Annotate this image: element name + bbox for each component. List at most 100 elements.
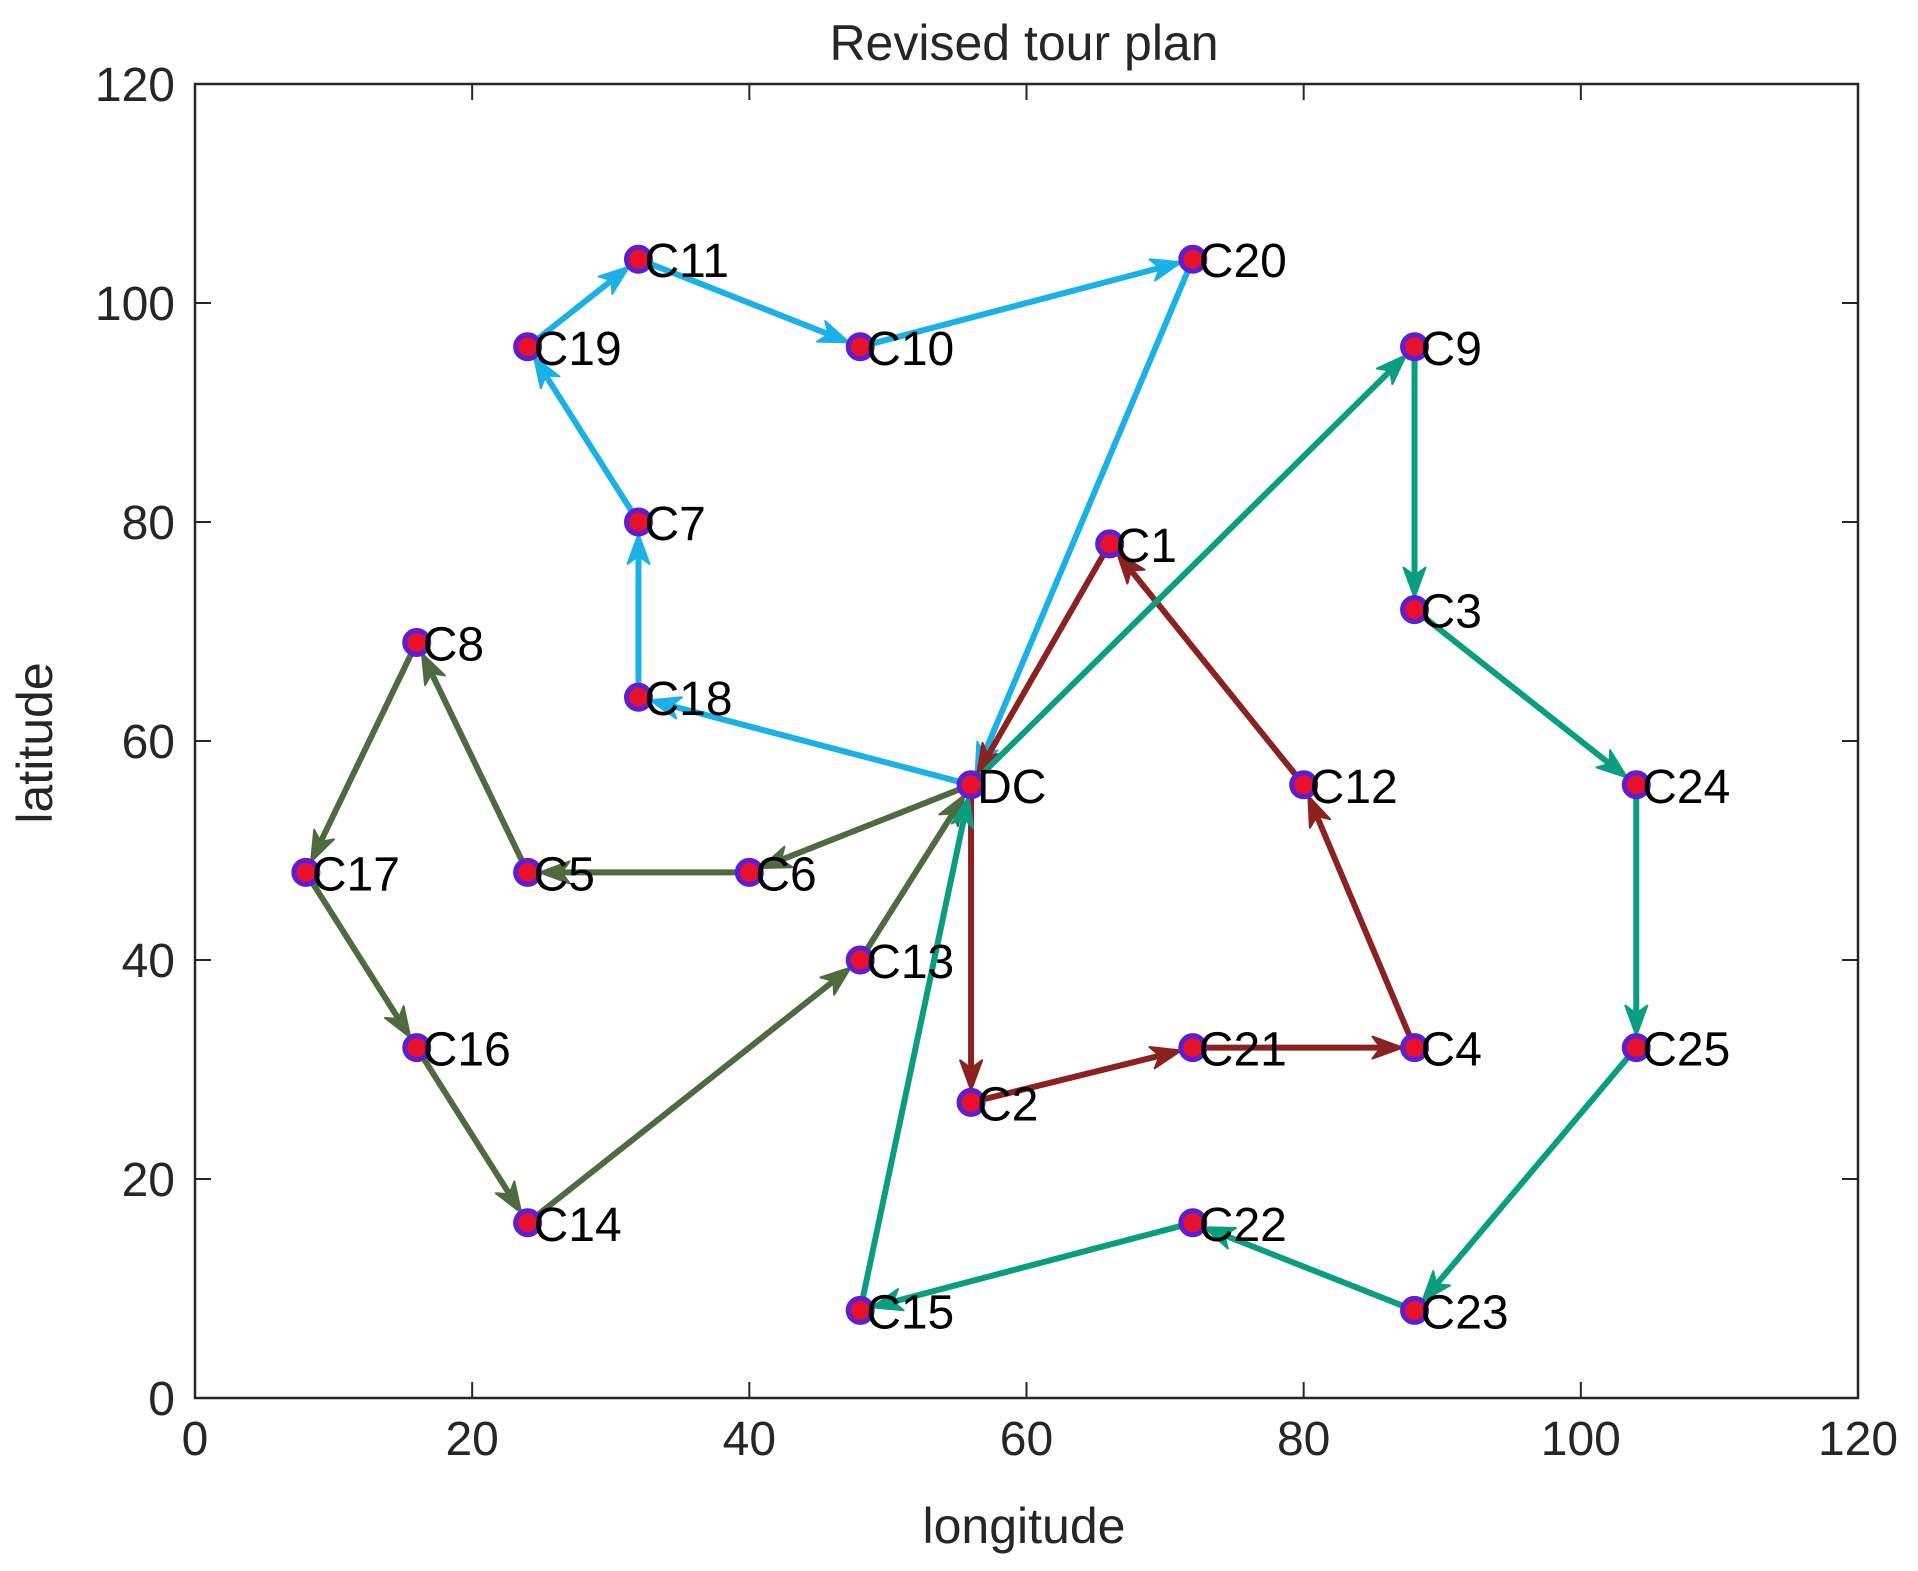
- node-marker: [734, 857, 764, 887]
- route-arrowhead: [538, 860, 571, 885]
- route-arrowhead: [626, 533, 651, 565]
- route-segment: [968, 1053, 1159, 1106]
- y-tick-label: 120: [95, 59, 175, 112]
- route-segment: [781, 781, 975, 862]
- node-marker: [1621, 1033, 1651, 1063]
- x-axis-label: longitude: [923, 1498, 1126, 1554]
- axes-layer: 0 20 40 60 80 100 120 0 20 40 60 80 100 120: [95, 59, 1898, 1466]
- route-arrowhead: [420, 652, 446, 687]
- route-segment: [893, 1219, 1196, 1304]
- route-arrowhead: [1421, 1270, 1451, 1303]
- routes-layer: [302, 256, 1649, 1314]
- route-arrowhead: [1116, 552, 1146, 585]
- x-tick-label: 40: [723, 1413, 776, 1466]
- node-label: C3: [1421, 586, 1482, 639]
- route-arrowhead: [649, 696, 683, 720]
- node-label: C22: [1199, 1199, 1287, 1252]
- node-marker: [402, 627, 432, 657]
- route-arrowhead: [819, 966, 852, 996]
- node-marker: [1178, 1208, 1208, 1238]
- node-label: C4: [1421, 1024, 1482, 1077]
- node-label: C15: [866, 1286, 954, 1339]
- node-marker: [1400, 595, 1430, 625]
- node-marker: [513, 1208, 543, 1238]
- node-label: C10: [866, 323, 954, 376]
- y-tick-label: 20: [122, 1154, 175, 1207]
- node-label: C12: [1310, 761, 1398, 814]
- route-arrowhead: [384, 1005, 412, 1039]
- x-tick-label: 120: [1818, 1413, 1898, 1466]
- node-label: C14: [534, 1199, 622, 1252]
- route-segment: [430, 673, 531, 876]
- route-segment: [1130, 570, 1307, 788]
- node-marker: [1178, 1033, 1208, 1063]
- route-arrowhead: [1402, 566, 1427, 599]
- route-segment: [1315, 816, 1418, 1051]
- route-arrowhead: [1624, 1004, 1649, 1037]
- node-marker: [623, 244, 653, 274]
- route-2: [959, 540, 1418, 1106]
- node-label: C21: [1199, 1024, 1287, 1077]
- node-label: DC: [977, 761, 1046, 814]
- y-axis-label: latitude: [7, 662, 63, 823]
- node-label: C13: [866, 936, 954, 989]
- y-tick-label: 0: [148, 1373, 175, 1426]
- route-segment: [319, 639, 420, 842]
- route-segment: [1436, 1044, 1640, 1285]
- node-label: C23: [1421, 1286, 1509, 1339]
- route-segment: [987, 540, 1113, 755]
- y-tick-label: 60: [122, 716, 175, 769]
- route-arrowhead: [1595, 749, 1628, 779]
- node-label: C6: [755, 848, 816, 901]
- node-label: C25: [1642, 1024, 1730, 1077]
- route-segment: [857, 818, 967, 1314]
- route-arrowhead: [310, 828, 335, 863]
- node-marker: [513, 332, 543, 362]
- route-arrowhead: [959, 1059, 984, 1092]
- route-arrowhead: [1148, 258, 1183, 282]
- route-segment: [1225, 1233, 1418, 1314]
- node-marker: [1178, 244, 1208, 274]
- x-tick-label: 80: [1277, 1413, 1330, 1466]
- x-tick-label: 100: [1541, 1413, 1621, 1466]
- node-label: C1: [1116, 520, 1177, 573]
- x-tick-label: 60: [1000, 1413, 1053, 1466]
- route-segment: [857, 265, 1160, 350]
- node-marker: [1400, 332, 1430, 362]
- node-label: C9: [1421, 323, 1482, 376]
- route-arrowhead: [950, 795, 975, 830]
- route-arrowhead: [533, 355, 561, 390]
- node-marker: [623, 507, 653, 537]
- route-segment: [982, 256, 1196, 753]
- route-arrowhead: [1371, 1035, 1404, 1060]
- node-marker: [623, 682, 653, 712]
- route-segment: [1411, 606, 1610, 765]
- y-tick-label: 100: [95, 278, 175, 331]
- node-label: C16: [423, 1024, 511, 1077]
- node-marker: [956, 770, 986, 800]
- route-arrowhead: [1307, 794, 1332, 829]
- node-marker: [1095, 529, 1125, 559]
- route-arrowhead: [494, 1180, 523, 1214]
- node-marker: [1621, 770, 1651, 800]
- node-marker: [513, 857, 543, 887]
- node-label: C20: [1199, 235, 1287, 288]
- route-arrowhead: [1375, 354, 1407, 386]
- route-arrowhead: [597, 265, 631, 295]
- route-segment: [524, 279, 612, 350]
- node-marker: [1400, 1033, 1430, 1063]
- node-label: C2: [977, 1078, 1038, 1131]
- route-arrowhead: [759, 845, 794, 869]
- node-label: C18: [644, 673, 732, 726]
- route-segment: [544, 375, 642, 525]
- route-segment: [857, 813, 954, 963]
- chart-title: Revised tour plan: [829, 15, 1218, 71]
- route-segment: [524, 980, 834, 1226]
- node-marker: [845, 945, 875, 975]
- route-segment: [635, 256, 828, 336]
- nodes-layer: DC C1 C2 C3 C4 C5 C6 C7 C8 C9 C10 C11 C12 C13 C14 C15 C1…: [291, 235, 1730, 1339]
- node-marker: [291, 857, 321, 887]
- node-marker: [402, 1033, 432, 1063]
- route-arrowhead: [816, 320, 850, 344]
